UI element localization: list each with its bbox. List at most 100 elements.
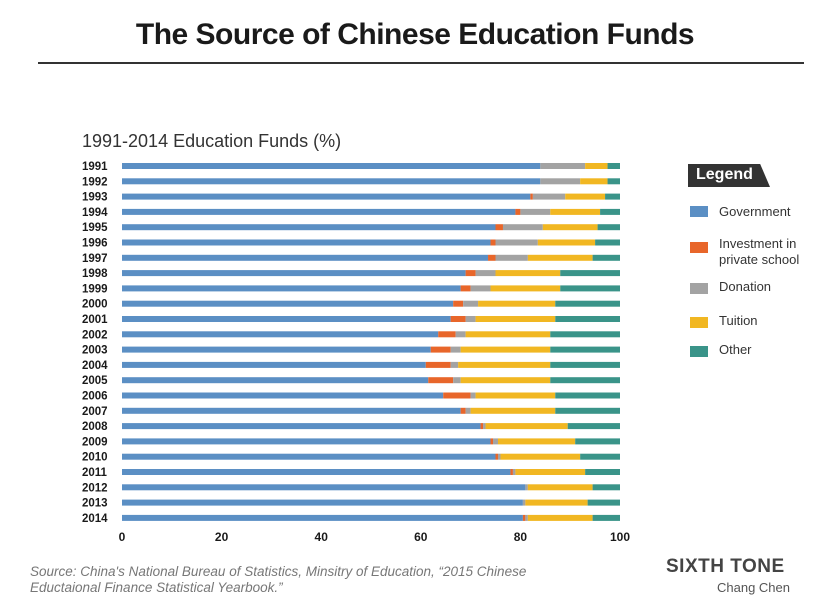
bar-2012-donation — [525, 484, 528, 491]
bar-2005-donation — [453, 377, 461, 384]
bar-1998-government — [122, 270, 466, 277]
chart-title: 1991-2014 Education Funds (%) — [82, 131, 342, 151]
bar-2010-other — [580, 453, 620, 460]
bar-2011-government — [122, 469, 511, 475]
bar-2014-tuition — [527, 514, 593, 521]
bar-1992-tuition — [580, 178, 608, 185]
bar-2003-tuition — [460, 346, 551, 353]
bar-1991-tuition — [585, 163, 608, 169]
bar-1995-other — [597, 224, 620, 231]
bar-2002-donation — [455, 331, 466, 338]
category-label-1992: 1992 — [82, 176, 108, 188]
bar-2007-tuition — [470, 407, 556, 414]
bar-2005-investment-in-private-school — [428, 377, 454, 384]
bar-2003-government — [122, 346, 431, 353]
bar-1994-government — [122, 208, 516, 215]
bar-2012-other — [592, 484, 620, 491]
bar-2005-other — [550, 377, 620, 384]
bar-1992-other — [607, 178, 620, 185]
category-label-2006: 2006 — [82, 391, 108, 403]
bar-1993-government — [122, 193, 531, 200]
bar-2011-donation — [512, 469, 516, 475]
bar-1994-donation — [520, 208, 551, 215]
bar-1996-government — [122, 239, 491, 246]
bar-2009-donation — [493, 438, 498, 445]
bar-2012-tuition — [527, 484, 593, 491]
bar-2001-tuition — [475, 316, 556, 322]
x-tick-label-60: 60 — [414, 530, 428, 544]
bar-1994-other — [600, 208, 620, 215]
bar-2004-tuition — [458, 361, 551, 368]
bar-2014-investment-in-private-school — [522, 514, 526, 521]
bar-2014-donation — [525, 514, 528, 521]
bar-2004-other — [550, 361, 620, 368]
bar-1998-other — [560, 270, 620, 277]
category-label-2009: 2009 — [82, 436, 108, 448]
bar-2010-government — [122, 453, 496, 460]
legend-title-box: Legend — [688, 164, 770, 187]
bar-2003-donation — [450, 346, 461, 353]
category-label-2008: 2008 — [82, 421, 108, 433]
category-label-2001: 2001 — [82, 314, 108, 326]
bar-2008-government — [122, 423, 481, 430]
title-divider — [38, 62, 804, 64]
bar-1997-other — [592, 254, 620, 261]
bar-2014-government — [122, 514, 523, 521]
x-tick-label-20: 20 — [215, 530, 229, 544]
category-label-1996: 1996 — [82, 238, 108, 250]
bar-1991-other — [607, 163, 620, 169]
bar-1998-tuition — [495, 270, 561, 277]
bar-2000-government — [122, 300, 454, 307]
bar-2001-government — [122, 316, 451, 322]
x-tick-labels: 0 20 40 60 80 100 — [119, 530, 631, 544]
legend-title: Legend — [696, 166, 753, 183]
legend-label-other: Other — [719, 342, 752, 357]
bar-2001-investment-in-private-school — [450, 316, 466, 322]
bar-2000-other — [555, 300, 620, 307]
bar-2009-investment-in-private-school — [490, 438, 494, 445]
bar-2007-government — [122, 407, 461, 414]
author-credit: Chang Chen — [717, 580, 790, 595]
category-label-1997: 1997 — [82, 253, 108, 265]
bar-2008-investment-in-private-school — [480, 423, 484, 430]
category-label-1994: 1994 — [82, 207, 108, 219]
category-label-2013: 2013 — [82, 498, 108, 510]
bar-2000-tuition — [478, 300, 556, 307]
category-label-1993: 1993 — [82, 192, 108, 204]
bar-1995-tuition — [542, 224, 598, 231]
bar-2008-tuition — [485, 423, 568, 430]
bar-2001-other — [555, 316, 620, 322]
bar-1996-other — [595, 239, 620, 246]
bar-2006-other — [555, 392, 620, 399]
bar-2004-government — [122, 361, 426, 368]
bar-2002-investment-in-private-school — [438, 331, 456, 338]
legend-swatch-other — [690, 346, 708, 357]
bar-1995-donation — [502, 224, 543, 231]
legend-swatch-government — [690, 206, 708, 217]
bar-2003-investment-in-private-school — [430, 346, 451, 353]
legend-swatch-investment — [690, 242, 708, 253]
category-labels: 1991 1992 1993 1994 1995 1996 1997 1998 1999 2000… — [82, 161, 108, 525]
category-label-1999: 1999 — [82, 283, 108, 295]
bar-2005-tuition — [460, 377, 551, 384]
bar-2001-donation — [465, 316, 476, 322]
bar-2003-other — [550, 346, 620, 353]
x-tick-label-40: 40 — [315, 530, 329, 544]
bar-1993-tuition — [565, 193, 606, 200]
bar-1992-government — [122, 178, 541, 185]
bar-2007-other — [555, 407, 620, 414]
bar-2009-other — [575, 438, 620, 445]
category-label-2000: 2000 — [82, 299, 108, 311]
page-title: The Source of Chinese Education Funds — [135, 18, 695, 51]
bar-2010-donation — [497, 453, 501, 460]
bar-1996-investment-in-private-school — [490, 239, 496, 246]
bar-2006-tuition — [475, 392, 556, 399]
category-label-2010: 2010 — [82, 452, 108, 464]
bar-1997-government — [122, 254, 489, 261]
category-label-2003: 2003 — [82, 345, 108, 357]
category-label-2007: 2007 — [82, 406, 108, 418]
bar-2008-donation — [483, 423, 486, 430]
bar-2013-other — [587, 499, 620, 506]
legend-label-donation: Donation — [719, 279, 772, 294]
